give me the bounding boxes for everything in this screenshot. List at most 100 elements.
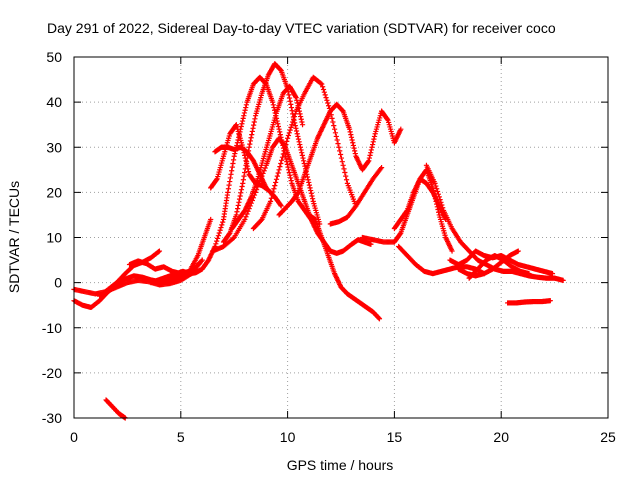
data-point (230, 157, 237, 163)
data-point (242, 216, 248, 223)
data-point (370, 139, 376, 145)
data-point (300, 155, 306, 161)
data-point (267, 198, 274, 204)
data-point (384, 116, 390, 122)
data-point (299, 119, 305, 125)
x-tick-label: 20 (493, 429, 509, 445)
data-point (306, 182, 312, 188)
data-point (321, 89, 327, 95)
data-point (228, 171, 234, 177)
data-point (247, 138, 254, 144)
data-point (549, 271, 556, 277)
data-point (274, 118, 280, 124)
data-point (244, 155, 250, 161)
data-point (331, 122, 337, 129)
data-point (239, 118, 246, 124)
data-point (297, 144, 304, 150)
data-point (560, 277, 566, 283)
data-point (273, 176, 280, 182)
data-point (515, 248, 521, 254)
data-point (286, 167, 292, 173)
data-point (229, 164, 235, 170)
data-point (245, 169, 252, 175)
data-point (258, 217, 264, 223)
data-point (290, 119, 296, 125)
data-point (276, 167, 282, 173)
data-point (277, 129, 283, 135)
data-point (230, 235, 236, 242)
data-point (296, 139, 302, 145)
y-tick-label: 30 (46, 139, 62, 155)
data-point (308, 187, 314, 194)
data-point (343, 173, 349, 179)
data-point (240, 180, 246, 186)
data-point (366, 158, 372, 164)
data-point (276, 126, 282, 132)
y-tick-label: 40 (46, 94, 62, 110)
data-point (351, 145, 357, 151)
data-point (226, 231, 232, 237)
data-point (330, 119, 336, 125)
data-point (287, 98, 293, 104)
data-point (156, 248, 163, 254)
data-point (320, 86, 327, 93)
series-arc-12 (229, 83, 306, 232)
data-point (368, 150, 374, 156)
data-point (350, 140, 356, 146)
data-point (287, 127, 293, 133)
data-point (260, 170, 266, 177)
data-point (218, 224, 224, 231)
chart-title: Day 291 of 2022, Sidereal Day-to-day VTE… (47, 20, 556, 36)
data-point (225, 186, 232, 192)
data-point (243, 102, 249, 108)
data-point (292, 93, 299, 100)
data-point (272, 183, 278, 189)
data-point (285, 164, 291, 170)
data-point (378, 166, 384, 172)
data-point (337, 151, 344, 158)
data-point (239, 183, 245, 190)
data-point (295, 190, 301, 196)
data-point (332, 130, 339, 136)
data-point (261, 168, 267, 174)
data-point (308, 190, 314, 196)
data-point (275, 121, 281, 127)
data-point (208, 216, 214, 223)
x-tick-label: 5 (177, 429, 185, 445)
data-point (370, 141, 376, 148)
data-point (366, 155, 373, 161)
data-point (307, 185, 313, 191)
data-point (279, 154, 286, 160)
data-point (301, 158, 307, 164)
data-point (243, 104, 249, 111)
data-point (309, 193, 315, 199)
data-point (322, 92, 328, 98)
data-point (244, 211, 250, 217)
data-point (214, 238, 220, 244)
data-point (214, 235, 221, 242)
data-point (340, 162, 346, 168)
data-point (367, 152, 373, 158)
x-tick-label: 0 (70, 429, 78, 445)
data-point (288, 104, 295, 111)
data-point (242, 166, 248, 172)
y-tick-label: 0 (54, 275, 62, 291)
data-point (227, 175, 233, 181)
data-point (251, 119, 257, 125)
data-point (268, 195, 274, 201)
data-point (293, 95, 299, 101)
data-point (346, 126, 353, 132)
data-point (338, 155, 345, 161)
data-point (243, 214, 249, 220)
data-point (434, 188, 441, 195)
data-point (263, 185, 269, 191)
data-point (230, 160, 236, 167)
data-point (325, 100, 331, 106)
data-point (369, 144, 375, 150)
data-point (247, 141, 253, 147)
data-point (350, 142, 356, 149)
data-point (378, 164, 385, 171)
data-point (249, 132, 255, 138)
data-point (320, 84, 326, 90)
